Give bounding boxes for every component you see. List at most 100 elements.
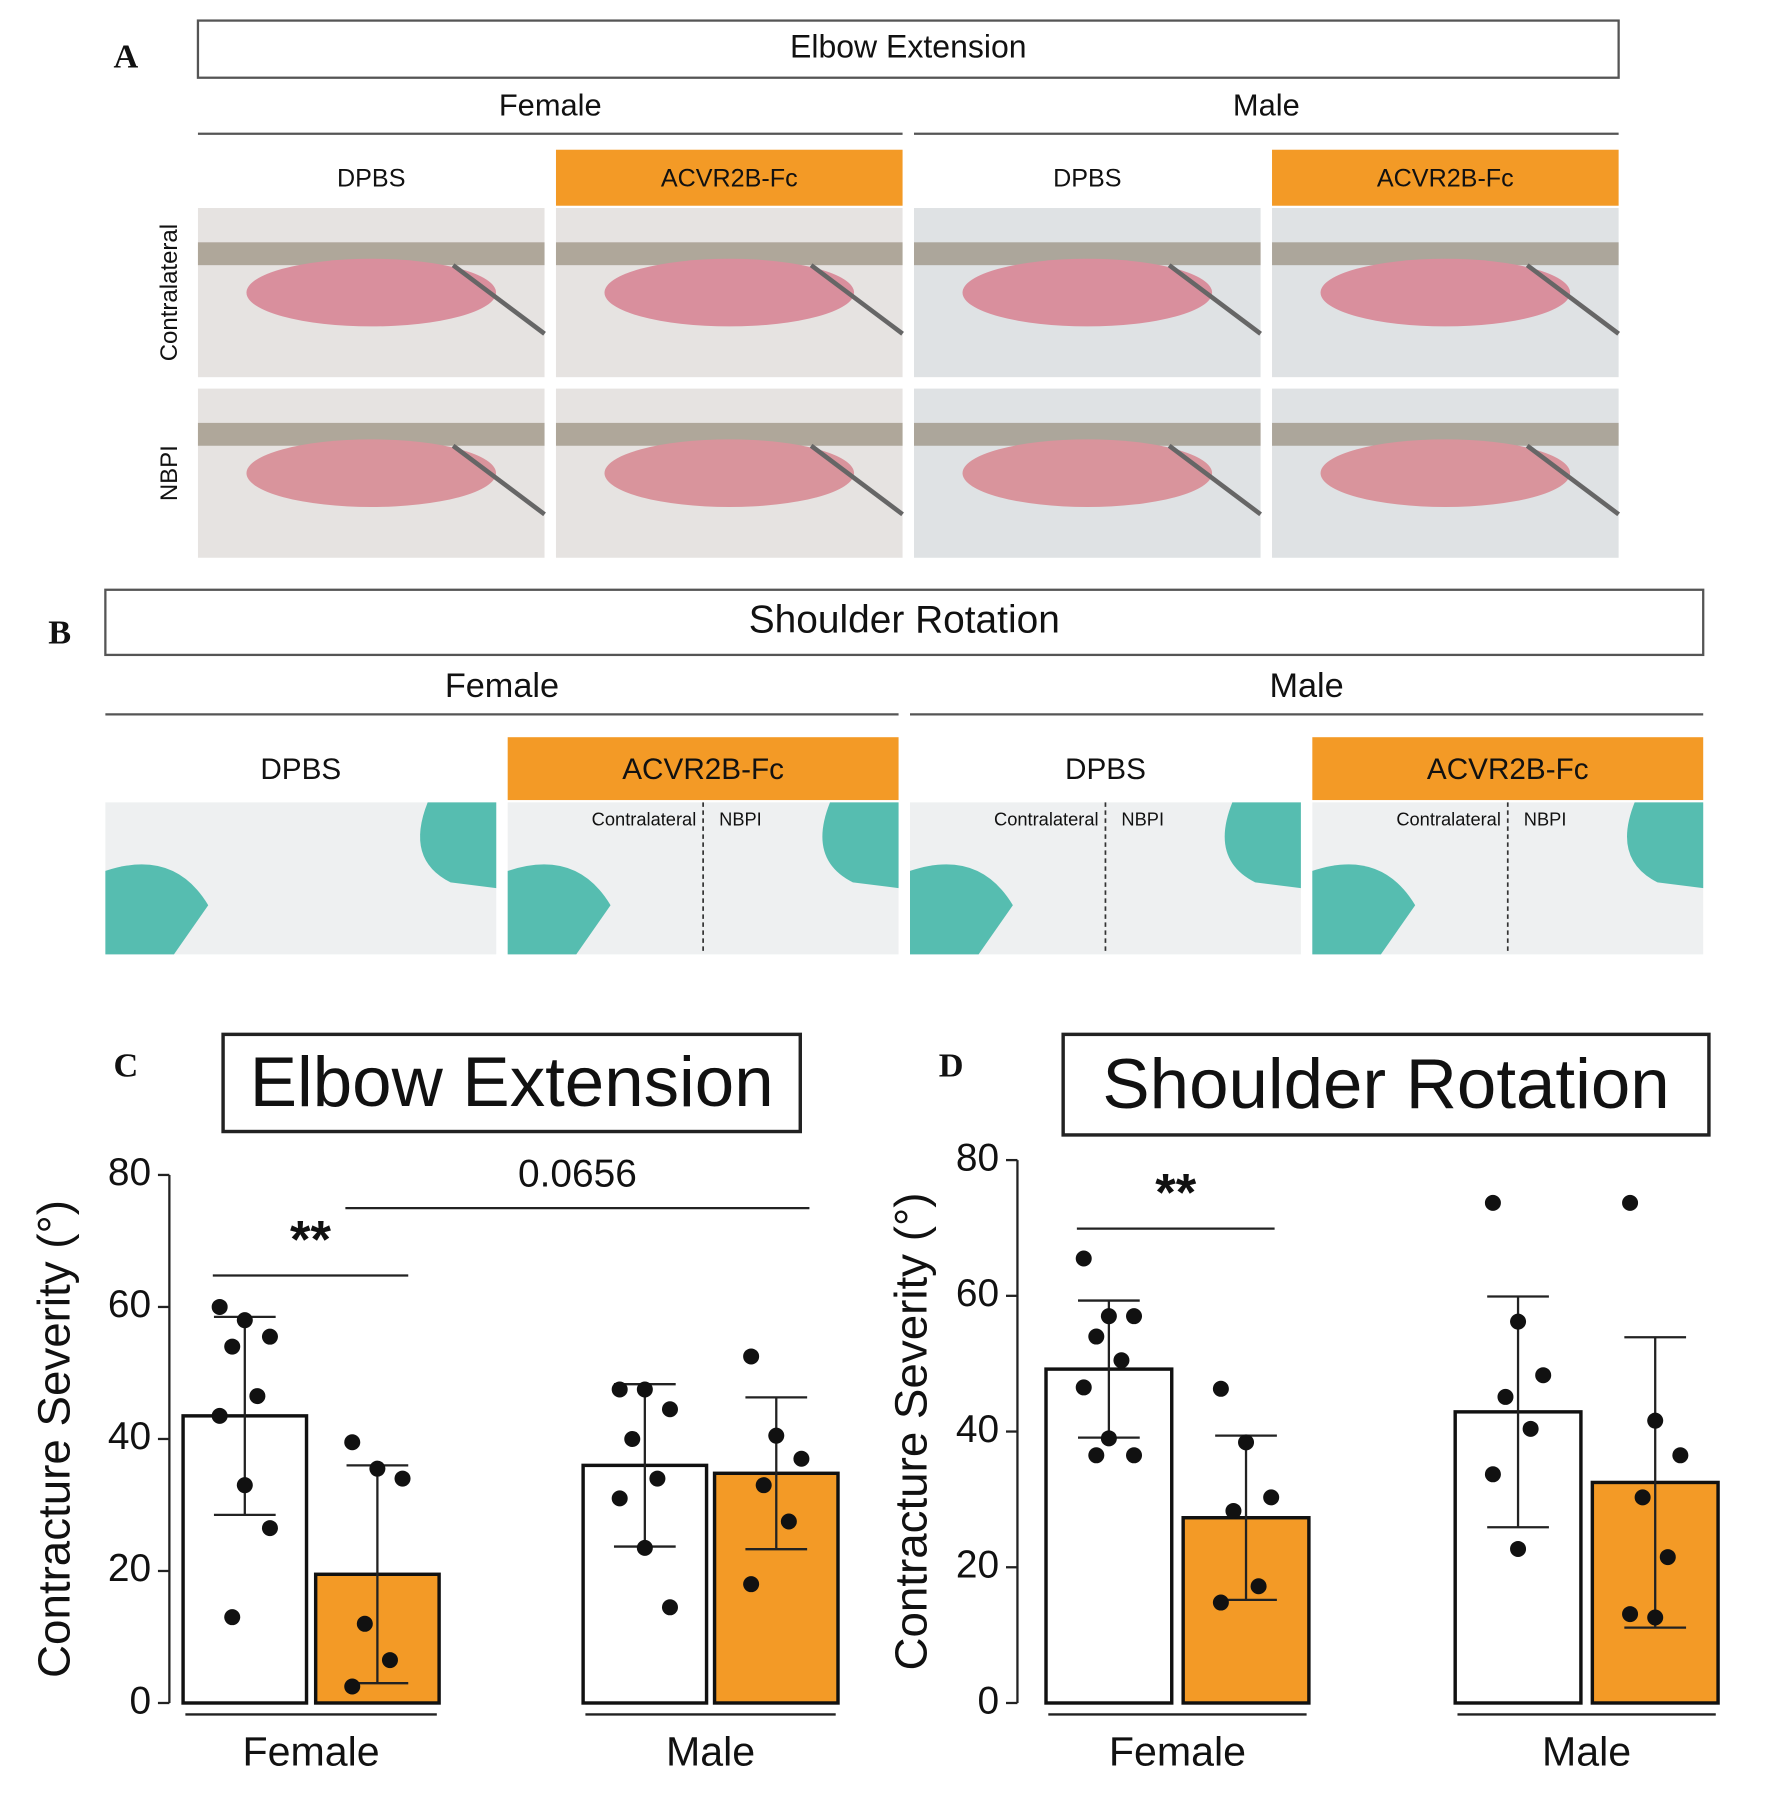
panel-letter: C <box>114 1047 139 1085</box>
data-point <box>611 1490 628 1507</box>
title-box <box>104 588 1705 657</box>
data-point <box>793 1450 810 1467</box>
data-point <box>394 1470 411 1487</box>
panel-title: Elbow Extension <box>790 29 1027 65</box>
y-tick-label: 20 <box>956 1544 999 1587</box>
photo-tissue <box>962 439 1213 508</box>
data-point <box>344 1678 361 1695</box>
annotation: 0.0656 <box>518 1152 637 1195</box>
data-point <box>649 1470 666 1487</box>
x-tick-label: Female <box>1109 1728 1246 1774</box>
photo-forceps <box>809 443 904 517</box>
photo-tissue <box>604 258 855 327</box>
group-label: Female <box>445 667 559 705</box>
data-point <box>1510 1540 1527 1557</box>
condition-label: ACVR2B-Fc <box>622 753 784 786</box>
data-point <box>1088 1328 1105 1345</box>
data-point <box>261 1328 278 1345</box>
data-point <box>1100 1430 1117 1447</box>
data-point <box>661 1599 678 1616</box>
data-point <box>1535 1367 1552 1384</box>
photo-band <box>197 422 545 446</box>
data-point <box>1659 1549 1676 1566</box>
row-label: Contralateral <box>156 224 183 361</box>
panel-letter: A <box>114 37 139 75</box>
photo-glove <box>1627 802 1704 889</box>
y-tick-label: 0 <box>978 1679 1000 1722</box>
condition-label: DPBS <box>1065 753 1146 786</box>
data-point <box>211 1407 228 1424</box>
photo-tissue <box>246 439 497 508</box>
title-box <box>1061 1032 1711 1137</box>
photo-band <box>555 422 903 446</box>
data-point <box>236 1477 253 1494</box>
data-point <box>636 1539 653 1556</box>
panel-letter: D <box>939 1047 964 1085</box>
data-point <box>261 1520 278 1537</box>
photo-tissue <box>1320 258 1571 327</box>
data-point <box>1238 1434 1255 1451</box>
data-point <box>1622 1194 1639 1211</box>
data-point <box>1497 1388 1514 1405</box>
condition-label: DPBS <box>1053 165 1121 193</box>
y-tick-label: 80 <box>108 1151 151 1194</box>
data-point <box>611 1381 628 1398</box>
photo-band <box>914 242 1261 266</box>
data-point <box>624 1430 641 1447</box>
y-tick-label: 60 <box>108 1283 151 1326</box>
x-tick-label: Male <box>1542 1728 1631 1774</box>
photo-glove <box>822 802 899 889</box>
data-point <box>1088 1447 1105 1464</box>
data-point <box>1634 1489 1651 1506</box>
data-point <box>249 1388 266 1405</box>
error-bar <box>745 1396 808 1551</box>
title-box <box>196 19 1620 79</box>
data-point <box>1212 1380 1229 1397</box>
photo-label: Contralateral <box>994 808 1099 829</box>
bar <box>581 1463 709 1705</box>
data-point <box>356 1615 373 1632</box>
data-point <box>636 1381 653 1398</box>
title-box <box>221 1032 802 1134</box>
data-point <box>369 1460 386 1477</box>
data-point <box>755 1477 772 1494</box>
data-point <box>1250 1578 1267 1595</box>
annotation: ** <box>1155 1164 1196 1223</box>
photo-forceps <box>451 263 546 336</box>
photo-forceps <box>1525 443 1621 517</box>
group-label: Male <box>1233 88 1300 123</box>
data-point <box>1126 1447 1143 1464</box>
group-label: Male <box>1269 667 1343 705</box>
photo-tissue <box>246 258 497 327</box>
data-point <box>1522 1420 1539 1437</box>
data-point <box>224 1338 241 1355</box>
photo-glove <box>1312 864 1416 955</box>
data-point <box>743 1348 760 1365</box>
photo-label: Contralateral <box>592 808 697 829</box>
data-point <box>780 1513 797 1530</box>
y-tick-label: 40 <box>956 1408 999 1451</box>
photo-glove <box>910 864 1013 955</box>
data-point <box>1225 1502 1242 1519</box>
data-point <box>1263 1489 1280 1506</box>
data-point <box>211 1298 228 1315</box>
photo-band <box>1272 242 1619 266</box>
data-point <box>1075 1250 1092 1267</box>
x-tick-label: Female <box>243 1728 380 1774</box>
photo-glove <box>1224 802 1301 889</box>
y-axis-label: Contracture Severity (°) <box>886 1193 937 1671</box>
x-tick-label: Male <box>666 1728 755 1774</box>
data-point <box>743 1576 760 1593</box>
photo-forceps <box>451 443 546 517</box>
photo-band <box>1272 422 1619 446</box>
error-bar <box>1487 1295 1549 1529</box>
photo-tissue <box>1320 439 1571 508</box>
photo-forceps <box>1167 443 1262 517</box>
photo-glove <box>105 864 209 955</box>
data-point <box>1075 1379 1092 1396</box>
condition-label: ACVR2B-Fc <box>1377 165 1514 193</box>
condition-label: ACVR2B-Fc <box>661 165 798 193</box>
y-tick-label: 60 <box>956 1272 999 1315</box>
data-point <box>768 1427 785 1444</box>
